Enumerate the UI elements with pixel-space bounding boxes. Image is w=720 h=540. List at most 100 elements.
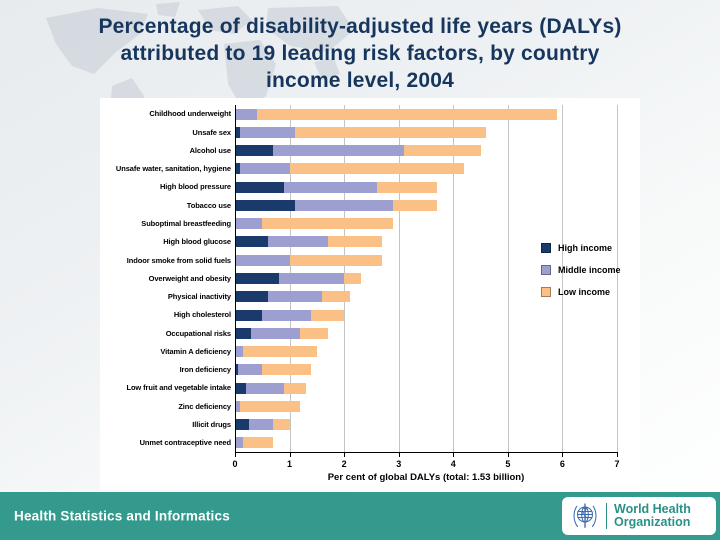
category-label: Unsafe water, sanitation, hygiene [115, 164, 231, 174]
bar-segment-high-income [235, 382, 246, 394]
grid-line [398, 105, 400, 452]
chart-row: Indoor smoke from solid fuels [100, 251, 617, 269]
category-label: High cholesterol [173, 310, 231, 320]
legend-swatch [541, 265, 551, 275]
chart-row: High cholesterol [100, 306, 617, 324]
category-label: Tobacco use [186, 200, 231, 210]
category-label: Indoor smoke from solid fuels [126, 255, 231, 265]
bar-segment-high-income [235, 126, 241, 138]
stacked-bar [235, 108, 617, 120]
stacked-bar [235, 254, 617, 266]
bar-segment-high-income [235, 291, 268, 303]
tick-mark [235, 453, 236, 457]
bar-segment-low-income [404, 145, 481, 157]
bar-segment-middle-income [235, 108, 257, 120]
slide-title-line: attributed to 19 leading risk factors, b… [120, 41, 600, 65]
slide-title-line: income level, 2004 [265, 68, 455, 92]
tick-layer: 0 1 2 3 4 5 6 7 [232, 453, 620, 475]
bar-segment-middle-income [245, 382, 285, 394]
bar-segment-middle-income [267, 291, 323, 303]
tick-mark [507, 453, 509, 457]
bar-segment-low-income [393, 199, 437, 211]
legend-entry: Middle income [541, 265, 621, 275]
stacked-bar [235, 181, 617, 193]
tick-label: 3 [396, 459, 402, 469]
bar-segment-middle-income [235, 400, 241, 412]
bar-segment-high-income [235, 145, 274, 157]
bar-segment-low-income [262, 364, 312, 376]
stacked-bar [235, 309, 617, 321]
legend-swatch [541, 287, 551, 297]
bar-segment-high-income [235, 199, 296, 211]
chart-row: Unsafe sex [100, 123, 617, 141]
category-label: Childhood underweight [149, 109, 231, 119]
bar-segment-low-income [289, 163, 465, 175]
chart-row: Alcohol use [100, 142, 617, 160]
stacked-bar [235, 273, 617, 285]
stacked-bar [235, 218, 617, 230]
grid-line [562, 105, 564, 452]
chart-row: Childhood underweight [100, 105, 617, 123]
category-label: Alcohol use [189, 145, 232, 155]
tick-label: 6 [559, 459, 565, 469]
bar-segment-middle-income [237, 364, 263, 376]
bar-segment-low-income [243, 346, 317, 358]
tick-mark [289, 453, 291, 457]
bar-segment-high-income [235, 364, 238, 376]
grid-line [453, 105, 455, 452]
chart-row: Low fruit and vegetable intake [100, 379, 617, 397]
chart-row: High blood pressure [100, 178, 617, 196]
who-logo-divider [606, 503, 607, 529]
legend: High income Middle income Low income [541, 243, 621, 309]
bar-segment-low-income [256, 108, 557, 120]
bar-segment-middle-income [240, 126, 296, 138]
tick-label: 2 [341, 459, 347, 469]
bar-segment-high-income [235, 327, 252, 339]
category-label: Physical inactivity [167, 292, 231, 302]
bar-segment-low-income [295, 126, 487, 138]
legend-label: High income [558, 243, 613, 253]
bar-segment-low-income [273, 419, 290, 431]
category-label: Overweight and obesity [148, 273, 232, 283]
stacked-bar [235, 382, 617, 394]
chart-row: Overweight and obesity [100, 269, 617, 287]
bar-segment-low-income [322, 291, 350, 303]
tick-label: 0 [232, 459, 238, 469]
bar-segment-middle-income [284, 181, 377, 193]
bar-segment-high-income [235, 309, 263, 321]
stacked-bar [235, 327, 617, 339]
who-wordmark-line: World Health [614, 501, 691, 516]
bar-segment-middle-income [235, 218, 263, 230]
stacked-bar [235, 236, 617, 248]
bar-segment-high-income [235, 273, 279, 285]
tick-label: 7 [614, 459, 620, 469]
category-label: High blood pressure [159, 182, 231, 192]
legend-entry: High income [541, 243, 621, 253]
slide-title-line: Percentage of disability-adjusted life y… [98, 15, 622, 38]
tick-mark [453, 453, 455, 457]
stacked-bar [235, 126, 617, 138]
category-label: Unsafe sex [192, 127, 231, 137]
bar-segment-middle-income [273, 145, 405, 157]
chart-row: Suboptimal breastfeeding [100, 215, 617, 233]
bar-segment-middle-income [235, 346, 244, 358]
bar-segment-middle-income [278, 273, 345, 285]
tick-label: 1 [287, 459, 293, 469]
who-emblem-icon [573, 503, 597, 528]
bar-segment-middle-income [262, 309, 312, 321]
stacked-bar [235, 346, 617, 358]
stacked-bar [235, 437, 617, 449]
chart-rows: Childhood underweight Unsafe sex Alcohol u… [100, 105, 617, 452]
bar-segment-high-income [235, 181, 285, 193]
who-wordmark-line: Organization [614, 515, 691, 529]
tick-mark [617, 453, 618, 457]
tick-mark [562, 453, 564, 457]
category-label: Vitamin A deficiency [160, 346, 231, 356]
stacked-bar [235, 419, 617, 431]
grid-line [507, 105, 509, 452]
chart-row: Physical inactivity [100, 288, 617, 306]
footer-department-label: Health Statistics and Informatics [14, 508, 230, 524]
bar-segment-middle-income [267, 236, 328, 248]
stacked-bar [235, 291, 617, 303]
